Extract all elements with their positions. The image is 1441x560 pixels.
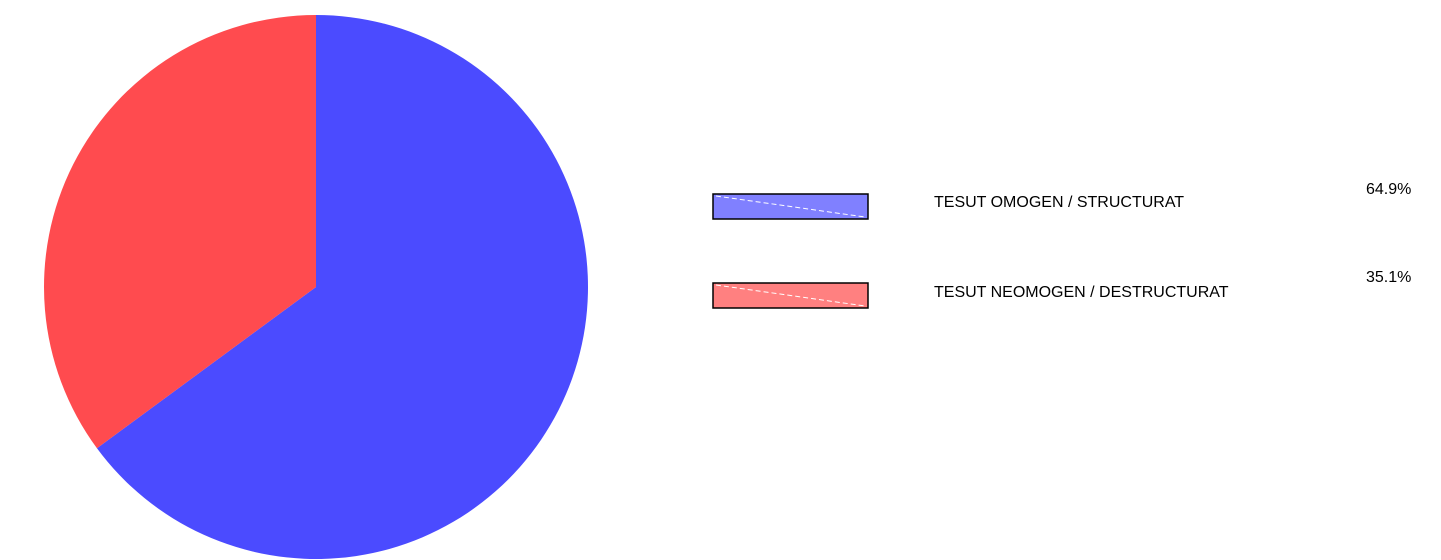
- legend-value-1: 35.1%: [1366, 269, 1412, 286]
- legend-label-0: TESUT OMOGEN / STRUCTURAT: [934, 194, 1185, 211]
- legend-swatch-stripe-0: [715, 195, 866, 218]
- pie-slice-0: [96, 15, 589, 559]
- legend-swatch-stripe-1: [715, 284, 866, 307]
- legend-swatches: [712, 193, 869, 309]
- pie-slices: [44, 15, 589, 559]
- pie-slice-1: [44, 15, 317, 449]
- legend-value-0: 64.9%: [1366, 181, 1412, 198]
- legend-label-1: TESUT NEOMOGEN / DESTRUCTURAT: [934, 284, 1229, 301]
